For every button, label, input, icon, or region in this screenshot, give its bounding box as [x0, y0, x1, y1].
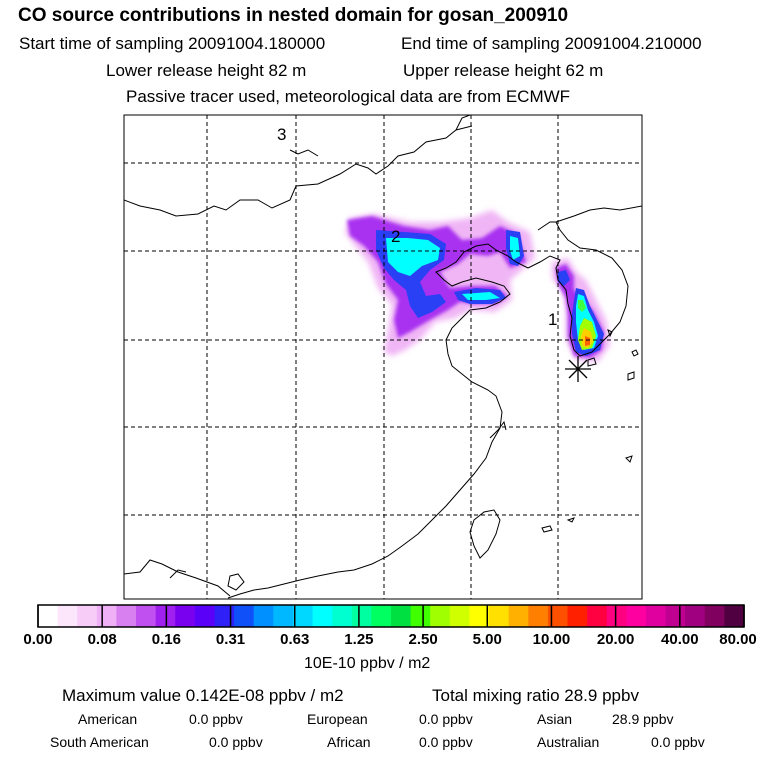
colorbar-swatch [116, 605, 137, 627]
colorbar-swatch [469, 605, 490, 627]
colorbar-swatch [351, 605, 372, 627]
colorbar-swatch [234, 605, 255, 627]
south-american-label: South American [50, 734, 149, 750]
colorbar-swatch [449, 605, 471, 627]
colorbar-tick-label: 0.63 [280, 631, 310, 648]
colorbar-swatch [391, 605, 412, 627]
american-label: American [78, 711, 138, 727]
colorbar-tick-label: 1.25 [344, 631, 374, 648]
colorbar-swatch [587, 605, 608, 627]
colorbar-swatch [77, 605, 98, 627]
receptor-star-icon [565, 356, 591, 382]
colorbar-swatch [410, 605, 431, 627]
colorbar-swatch [332, 605, 353, 627]
american-value: 0.0 ppbv [189, 711, 243, 727]
colorbar-swatch [645, 605, 667, 627]
colorbar-swatch [567, 605, 588, 627]
colorbar-tick-label: 80.00 [719, 631, 757, 648]
graticule [124, 115, 642, 599]
south-american-value: 0.0 ppbv [209, 734, 263, 750]
australian-label: Australian [537, 734, 600, 750]
plot-title: CO source contributions in nested domain… [18, 5, 569, 26]
colorbar-swatch [489, 605, 510, 627]
upper-release-text: Upper release height 62 m [403, 61, 604, 80]
colorbar-tick-label: 40.00 [661, 631, 699, 648]
colorbar-swatch [508, 605, 529, 627]
colorbar-swatch [253, 605, 274, 627]
colorbar-swatch [528, 605, 549, 627]
colorbar-swatch [273, 605, 294, 627]
colorbar-swatch [312, 605, 333, 627]
map-figure: 3 2 1 [37, 114, 745, 628]
colorbar [38, 605, 745, 627]
colorbar-swatch [194, 605, 216, 627]
map-marker-3: 3 [277, 125, 286, 144]
map-marker-2: 2 [391, 227, 400, 246]
african-value: 0.0 ppbv [419, 734, 473, 750]
colorbar-swatch [38, 605, 59, 627]
colorbar-swatch [57, 605, 78, 627]
colorbar-swatch [704, 605, 725, 627]
european-label: European [307, 711, 368, 727]
colorbar-swatch [685, 605, 706, 627]
colorbar-swatch [175, 605, 196, 627]
colorbar-swatch [430, 605, 451, 627]
colorbar-swatch [292, 605, 314, 627]
colorbar-tick-label: 0.31 [215, 631, 246, 648]
colorbar-tick-label: 0.08 [87, 631, 117, 648]
colorbar-swatch [665, 605, 686, 627]
asian-value: 28.9 ppbv [612, 711, 674, 727]
colorbar-units: 10E-10 ppbv / m2 [304, 655, 431, 672]
european-value: 0.0 ppbv [419, 711, 473, 727]
plume-layer-core [578, 300, 596, 350]
colorbar-swatch [96, 605, 118, 627]
colorbar-swatch [606, 605, 627, 627]
australian-value: 0.0 ppbv [651, 734, 705, 750]
end-time-text: End time of sampling 20091004.210000 [401, 34, 702, 53]
lower-release-text: Lower release height 82 m [106, 61, 307, 80]
colorbar-swatch [214, 605, 235, 627]
colorbar-tick-label: 0.00 [23, 631, 53, 648]
colorbar-tick-label: 10.00 [532, 631, 571, 648]
colorbar-tick-label: 0.16 [151, 631, 181, 648]
colorbar-frame [37, 604, 745, 628]
asian-label: Asian [537, 711, 573, 727]
map-marker-1: 1 [548, 310, 557, 329]
colorbar-swatch [626, 605, 647, 627]
colorbar-swatch [371, 605, 392, 627]
tracer-note-text: Passive tracer used, meteorological data… [126, 87, 571, 106]
colorbar-tick-label: 2.50 [408, 631, 438, 648]
colorbar-tick-label: 20.00 [596, 631, 635, 648]
colorbar-swatch [136, 605, 157, 627]
colorbar-tick-label: 5.00 [472, 631, 502, 648]
total-mixing-ratio-text: Total mixing ratio 28.9 ppbv [432, 686, 639, 705]
map-frame [123, 114, 643, 600]
colorbar-swatch [547, 605, 569, 627]
colorbar-swatch [724, 605, 745, 627]
maximum-value-text: Maximum value 0.142E-08 ppbv / m2 [62, 686, 344, 705]
start-time-text: Start time of sampling 20091004.180000 [19, 34, 326, 53]
african-label: African [327, 734, 371, 750]
colorbar-dividers [37, 604, 745, 628]
coastlines [124, 115, 642, 599]
